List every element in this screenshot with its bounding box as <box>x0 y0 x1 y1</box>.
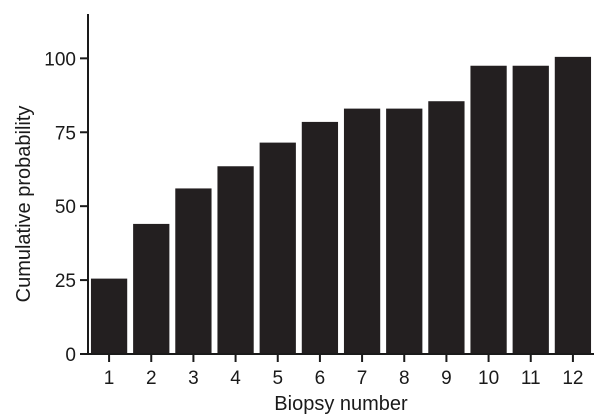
y-tick-label-50: 50 <box>55 197 76 218</box>
y-axis-ticks: 0 25 50 75 100 <box>44 49 88 366</box>
x-tick-label-4: 4 <box>230 368 241 389</box>
x-tick-label-6: 6 <box>315 368 326 389</box>
bar-7 <box>343 108 381 354</box>
y-tick-label-100: 100 <box>44 49 76 70</box>
x-tick-label-7: 7 <box>357 368 368 389</box>
bar-5 <box>259 142 296 354</box>
y-axis-title: Cumulative probability <box>13 106 35 303</box>
x-tick-label-8: 8 <box>399 368 410 389</box>
x-axis-ticks: 1 2 3 4 5 6 7 8 9 10 11 12 <box>104 354 583 389</box>
bars-group <box>90 56 592 355</box>
bar-10 <box>470 65 507 355</box>
bar-4 <box>217 166 254 354</box>
x-axis-title: Biopsy number <box>274 393 408 414</box>
bar-2 <box>133 223 170 354</box>
x-tick-label-10: 10 <box>478 368 499 389</box>
bar-1 <box>90 278 128 354</box>
x-tick-label-2: 2 <box>146 368 157 389</box>
bar-3 <box>175 188 212 354</box>
x-tick-label-9: 9 <box>441 368 452 389</box>
bar-12 <box>554 56 592 355</box>
x-tick-label-1: 1 <box>104 368 115 389</box>
x-tick-label-12: 12 <box>562 368 583 389</box>
y-tick-label-75: 75 <box>55 123 76 144</box>
bar-8 <box>386 108 423 354</box>
y-tick-label-0: 0 <box>65 345 76 366</box>
bar-9 <box>428 101 465 354</box>
y-tick-label-25: 25 <box>55 271 76 292</box>
x-tick-label-3: 3 <box>188 368 199 389</box>
x-tick-label-11: 11 <box>521 368 541 389</box>
x-tick-label-5: 5 <box>272 368 283 389</box>
bar-11 <box>512 65 549 355</box>
bar-6 <box>301 121 339 354</box>
